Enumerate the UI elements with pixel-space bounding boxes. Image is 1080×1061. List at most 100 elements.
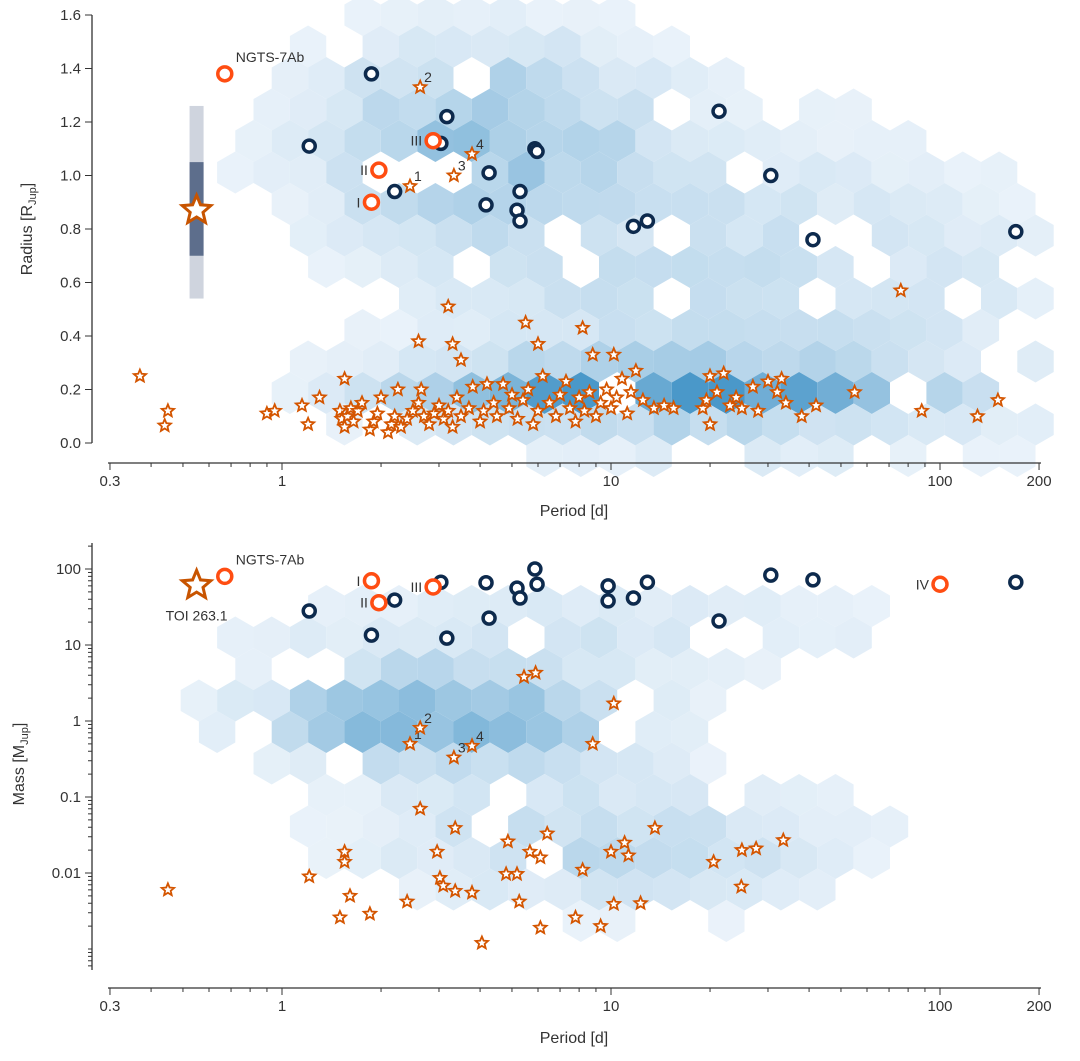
hexbin-cell <box>326 88 363 131</box>
hexbin-cell <box>544 616 581 659</box>
hexbin-cell <box>635 711 672 753</box>
hexbin-cell <box>708 183 745 225</box>
numbered-planet-star <box>401 177 419 194</box>
planet-star <box>733 841 751 858</box>
hexbin-cell <box>380 774 418 816</box>
planet-star <box>620 846 637 863</box>
hexbin-cell <box>508 151 545 194</box>
hexbin-cell <box>399 742 436 785</box>
planet-star <box>524 415 542 432</box>
x-axis-label: Period [d] <box>540 503 608 520</box>
hexbin-cell <box>271 120 309 162</box>
hexbin-cell <box>635 246 672 288</box>
planet-star <box>353 394 371 411</box>
hexbin-cell <box>308 837 345 879</box>
x-tick-label: 100 <box>927 473 952 490</box>
known-brown-dwarf-marker <box>711 613 727 629</box>
hexbin-cell <box>526 57 563 99</box>
known-brown-dwarf-marker <box>386 592 403 608</box>
hexbin-cell <box>890 183 927 225</box>
hexbin-cell <box>690 805 727 848</box>
planet-star <box>774 831 792 848</box>
hexbin-cell <box>417 774 454 816</box>
hexbin-cell <box>617 616 654 659</box>
hexbin-cell <box>526 246 563 288</box>
y-tick-label: 10 <box>64 637 81 654</box>
hexbin-cell <box>544 805 581 848</box>
planet-star <box>131 367 149 384</box>
hexbin-cell <box>289 214 327 257</box>
planet-star <box>584 735 602 752</box>
hexbin-cell <box>690 277 727 320</box>
known-brown-dwarf-marker <box>512 183 528 200</box>
hexbin-cell <box>453 837 490 879</box>
hexbin-cell <box>708 309 745 351</box>
hexbin-cell <box>344 309 381 351</box>
planet-star <box>488 407 506 424</box>
known-brown-dwarf-marker <box>527 561 543 577</box>
hexbin-cell <box>653 151 690 194</box>
planet-star <box>646 819 664 836</box>
hexbin-cell <box>180 679 218 722</box>
planet-star <box>570 388 588 405</box>
hexbin-cell <box>344 372 381 414</box>
planet-star <box>435 410 453 427</box>
hexbin-cell <box>471 25 509 68</box>
hexbin-cell <box>399 805 436 848</box>
known-brown-dwarf-marker <box>711 103 727 120</box>
hexbin-cell <box>308 711 345 753</box>
hexbin-cell <box>762 214 800 257</box>
known-brown-dwarf-marker <box>481 165 497 181</box>
hexbin-cell <box>944 340 981 383</box>
planet-star <box>515 668 533 685</box>
hexbin-cell <box>308 774 345 816</box>
hexbin-cell <box>799 88 836 131</box>
hexbin-cell <box>690 742 727 785</box>
hexbin-cell <box>835 277 872 320</box>
hexbin-cell <box>599 648 636 690</box>
planet-star <box>336 369 354 387</box>
hexbin-cell <box>326 805 363 848</box>
hexbin-cell <box>544 340 581 383</box>
hexbin-cell <box>635 837 672 879</box>
hexbin-cell <box>508 88 545 131</box>
planet-star <box>605 694 623 711</box>
hexbin-cell <box>508 679 545 722</box>
hexbin-cell <box>253 616 290 659</box>
hexbin-cell <box>635 120 672 162</box>
hexbin-cell <box>962 435 1000 477</box>
hexbin-cell <box>580 868 618 911</box>
planet-star <box>632 894 650 911</box>
hexbin-cell <box>471 742 509 785</box>
hexbin-cell <box>653 25 690 68</box>
hexbin-cell <box>362 742 399 785</box>
planet-star <box>989 391 1007 408</box>
hexbin-cell <box>817 774 854 816</box>
hexbin-cell <box>599 183 636 225</box>
hexbin-cell <box>617 25 654 68</box>
hexbin-cell <box>508 340 545 383</box>
planet-star <box>655 396 673 413</box>
hexbin-cell <box>690 151 727 194</box>
planet-star <box>768 383 786 400</box>
hexbin-cell <box>890 120 927 162</box>
hexbin-cell <box>799 340 836 383</box>
known-brown-dwarf-marker <box>512 213 528 229</box>
planet-star <box>460 399 478 416</box>
hexbin-cell <box>453 585 490 627</box>
highlighted-object-label: IV <box>916 576 930 592</box>
known-brown-dwarf-marker <box>805 572 821 588</box>
hexbin-cell <box>344 648 381 690</box>
hexbin-cell <box>544 88 581 131</box>
planet-star <box>500 399 518 416</box>
planet-star <box>622 383 640 400</box>
hexbin-cell <box>671 585 709 627</box>
hexbin-cell <box>380 0 418 36</box>
planet-star <box>534 367 552 384</box>
hexbin-cell <box>981 403 1018 446</box>
hexbin-cell <box>726 88 763 131</box>
highlighted-object-label: I <box>357 194 361 210</box>
hexbin-cell <box>580 25 618 68</box>
planet-star <box>446 819 464 836</box>
